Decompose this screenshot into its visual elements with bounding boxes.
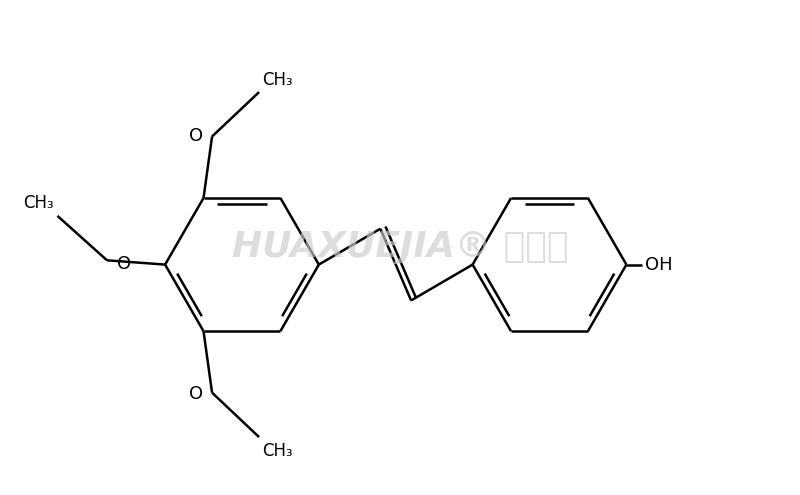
Text: CH₃: CH₃ <box>262 442 293 460</box>
Text: OH: OH <box>645 255 673 274</box>
Text: O: O <box>190 385 203 402</box>
Text: O: O <box>118 255 131 273</box>
Text: HUAXUEJIA® 化学加: HUAXUEJIA® 化学加 <box>232 231 568 264</box>
Text: O: O <box>190 127 203 145</box>
Text: CH₃: CH₃ <box>262 71 293 89</box>
Text: CH₃: CH₃ <box>23 194 54 212</box>
